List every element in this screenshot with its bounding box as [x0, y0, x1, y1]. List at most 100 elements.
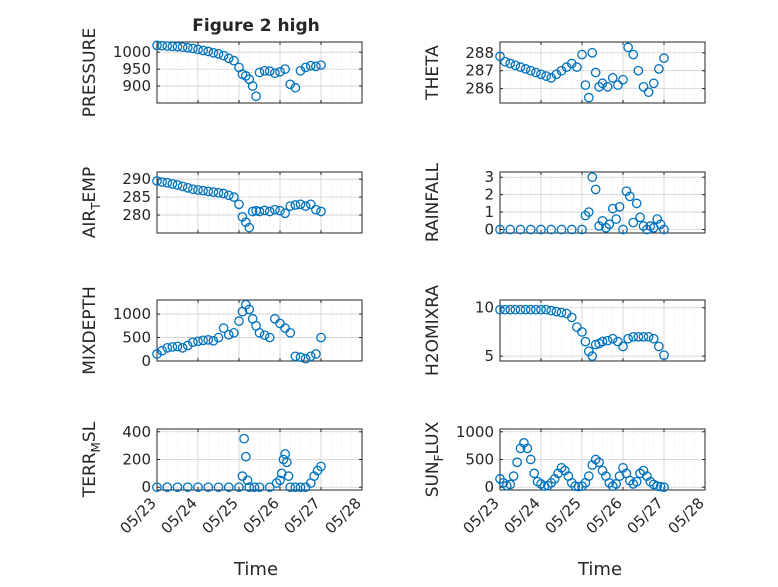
data-point	[628, 331, 639, 342]
data-point	[213, 332, 224, 343]
data-point	[631, 198, 642, 209]
y-tick-label: 2	[484, 186, 494, 204]
data-point	[167, 41, 178, 52]
data-point	[525, 224, 536, 235]
data-point	[638, 221, 649, 231]
data-point	[546, 224, 557, 235]
data-point	[275, 475, 285, 486]
data-point	[254, 67, 265, 78]
data-point	[152, 40, 162, 51]
data-point	[556, 224, 567, 235]
data-point	[305, 199, 316, 210]
data-point	[618, 224, 628, 235]
data-point	[157, 345, 167, 356]
data-point	[152, 482, 162, 493]
data-point	[283, 471, 294, 481]
data-point	[602, 335, 613, 346]
data-point	[594, 221, 604, 231]
data-point	[223, 482, 234, 493]
data-point	[240, 71, 251, 81]
data-point	[259, 330, 270, 341]
y-tick-label: 5	[484, 347, 494, 365]
data-point	[162, 343, 173, 353]
data-point	[577, 224, 587, 235]
data-point	[290, 82, 301, 93]
data-point	[643, 87, 654, 98]
data-point	[254, 482, 265, 493]
figure-title: Figure 2 high	[192, 16, 320, 36]
data-point	[633, 331, 644, 342]
data-point	[157, 177, 167, 187]
data-point	[659, 350, 669, 361]
data-point	[611, 214, 622, 224]
data-point	[529, 468, 540, 479]
data-point	[234, 482, 244, 493]
data-point	[300, 201, 311, 211]
data-point	[254, 206, 265, 217]
data-point	[607, 73, 618, 83]
data-point	[623, 42, 633, 53]
data-point	[628, 217, 639, 228]
data-point	[172, 41, 183, 52]
data-point	[223, 53, 234, 64]
data-point	[580, 210, 591, 221]
y-tick-label: 0	[484, 478, 494, 496]
data-point	[239, 433, 249, 444]
data-point	[285, 79, 296, 90]
y-axis-label: TERRMSL	[80, 421, 103, 498]
data-point	[295, 352, 306, 363]
data-point	[182, 340, 193, 351]
data-point	[162, 177, 173, 188]
y-tick-label: 287	[465, 62, 494, 80]
data-point	[613, 336, 623, 347]
data-point	[203, 482, 214, 493]
data-point	[198, 45, 208, 56]
data-point	[602, 82, 613, 92]
data-point	[623, 333, 633, 344]
data-point	[208, 335, 219, 346]
data-point	[505, 304, 516, 315]
data-point	[162, 482, 173, 493]
y-tick-label: 400	[122, 423, 151, 441]
y-tick-label: 0	[141, 352, 151, 370]
data-point	[531, 304, 541, 315]
data-point	[275, 66, 285, 77]
data-point	[520, 304, 531, 315]
data-point	[316, 60, 326, 70]
data-point	[628, 49, 639, 60]
data-point	[531, 67, 541, 78]
y-tick-label: 500	[465, 451, 494, 469]
data-point	[305, 351, 316, 362]
data-point	[172, 341, 183, 352]
data-point	[536, 69, 546, 80]
data-point	[203, 186, 214, 197]
data-point	[648, 78, 659, 89]
data-point	[500, 56, 510, 67]
data-point	[305, 60, 316, 71]
data-point	[590, 67, 601, 78]
y-axis-label: RAINFALL	[423, 162, 443, 242]
data-point	[270, 204, 280, 215]
y-tick-label: 1	[484, 203, 494, 221]
data-point	[244, 222, 255, 233]
data-point	[172, 180, 183, 190]
data-point	[242, 475, 253, 486]
y-tick-label: 200	[122, 451, 151, 469]
data-point	[264, 482, 275, 493]
data-point	[300, 353, 311, 364]
data-point	[659, 482, 669, 493]
data-point	[234, 316, 244, 326]
data-point	[655, 481, 666, 492]
data-point	[495, 224, 505, 235]
data-point	[223, 190, 234, 201]
data-point	[182, 42, 193, 53]
data-point	[285, 327, 296, 338]
y-axis-label: SUNFLUX	[423, 421, 446, 497]
data-point	[525, 304, 536, 315]
data-point	[177, 42, 188, 52]
data-point	[541, 304, 551, 315]
data-point	[270, 68, 280, 79]
data-point	[244, 482, 255, 493]
y-tick-label: 1000	[113, 43, 151, 61]
